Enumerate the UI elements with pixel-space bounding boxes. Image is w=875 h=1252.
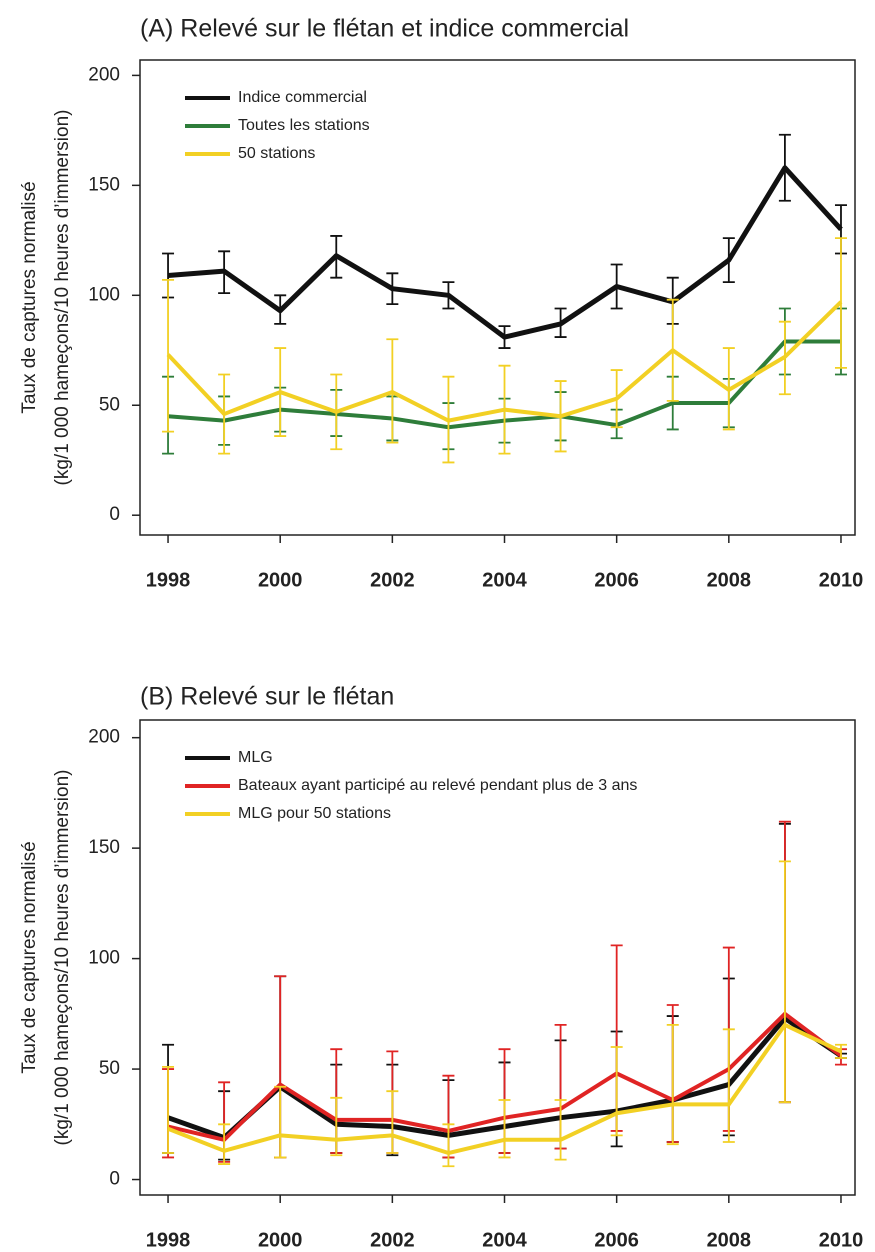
x-tick-label: 2008: [707, 1229, 752, 1251]
x-tick-label: 2000: [258, 1229, 303, 1251]
chart-title: (B) Relevé sur le flétan: [140, 683, 394, 711]
y-tick-label: 50: [99, 394, 120, 415]
error-bar: [778, 860, 791, 1104]
x-tick-label: 2010: [819, 1229, 864, 1251]
y-tick-label: 0: [109, 504, 120, 525]
legend-bg: [180, 85, 740, 111]
x-tick-label: 2002: [370, 569, 415, 591]
plot-frame: [139, 719, 856, 1196]
legend-label: MLG: [238, 749, 273, 766]
y-axis-label: Taux de captures normalisé: [19, 181, 40, 413]
legend-bg: [180, 801, 740, 827]
x-tick-label: 2002: [370, 1229, 415, 1251]
x-tick-label: 2010: [819, 569, 864, 591]
y-tick-label: 0: [109, 1169, 120, 1190]
series-line: [167, 165, 843, 340]
error-bar: [330, 1096, 343, 1157]
y-tick-label: 150: [88, 837, 120, 858]
error-bar: [610, 1046, 623, 1137]
error-bar: [442, 1123, 455, 1168]
y-tick-label: 150: [88, 174, 120, 195]
y-axis-label: (kg/1 000 hameçons/10 heures d’immersion…: [52, 110, 73, 486]
x-tick-label: 2006: [594, 1229, 639, 1251]
plot-frame: [139, 59, 856, 536]
x-tick-label: 2004: [482, 1229, 527, 1251]
series-line: [167, 1022, 842, 1156]
y-tick-label: 100: [88, 284, 120, 305]
error-bar: [554, 1099, 567, 1161]
error-bar: [386, 1090, 399, 1154]
y-tick-label: 200: [88, 727, 120, 748]
y-tick-label: 50: [99, 1058, 120, 1079]
error-bar: [162, 1065, 175, 1154]
legend-label: Toutes les stations: [238, 117, 370, 134]
legend-label: Bateaux ayant participé au relevé pendan…: [238, 777, 637, 794]
error-bar: [666, 1023, 679, 1146]
legend-label: Indice commercial: [238, 89, 367, 106]
x-tick-label: 2008: [707, 569, 752, 591]
series-line: [166, 300, 843, 423]
x-tick-label: 2004: [482, 569, 527, 591]
x-tick-label: 1998: [146, 1229, 191, 1251]
error-bar: [498, 1099, 511, 1159]
legend-label: MLG pour 50 stations: [238, 805, 391, 822]
y-tick-label: 200: [88, 64, 120, 85]
legend-bg: [180, 141, 740, 167]
x-tick-label: 2000: [258, 569, 303, 591]
chart-title: (A) Relevé sur le flétan et indice comme…: [140, 15, 629, 43]
legend-bg: [180, 113, 740, 139]
legend-bg: [180, 773, 740, 799]
error-bar: [722, 1028, 735, 1143]
x-tick-label: 2006: [594, 569, 639, 591]
legend-label: 50 stations: [238, 145, 315, 162]
legend-bg: [180, 745, 740, 771]
error-bar: [274, 1085, 287, 1159]
y-axis-label: (kg/1 000 hameçons/10 heures d’immersion…: [52, 770, 73, 1146]
x-tick-label: 1998: [146, 569, 191, 591]
y-tick-label: 100: [88, 948, 120, 969]
y-axis-label: Taux de captures normalisé: [19, 841, 40, 1073]
error-bar: [218, 1123, 231, 1165]
